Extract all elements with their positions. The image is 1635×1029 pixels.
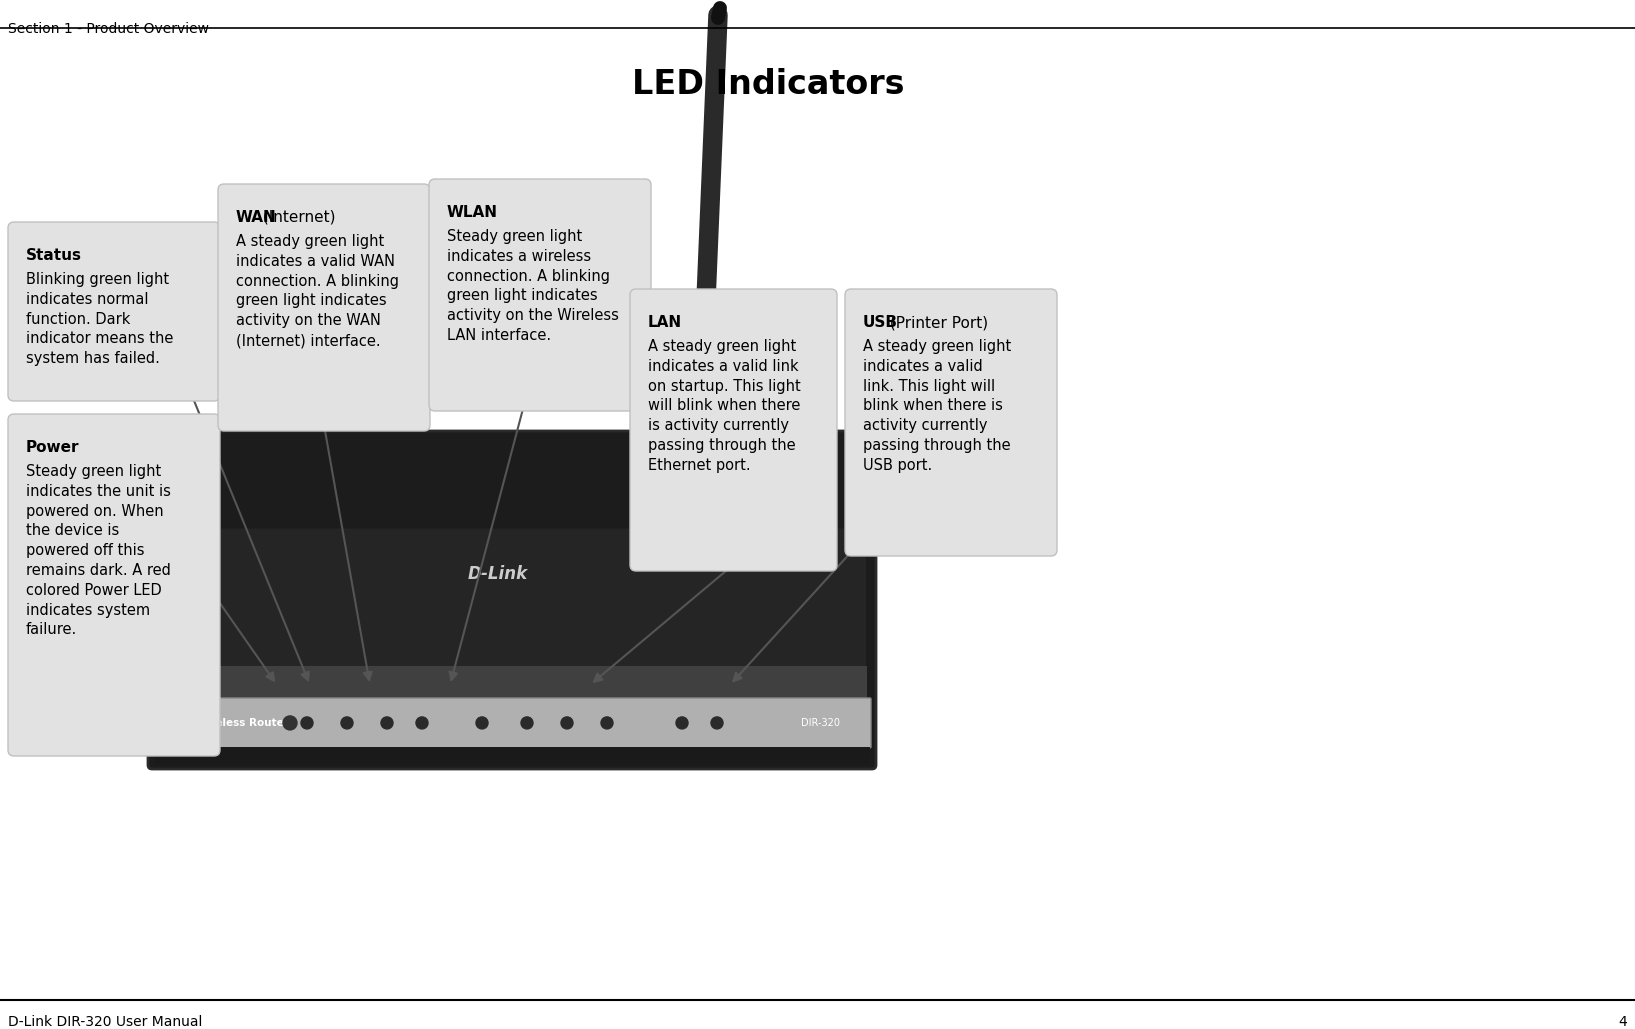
Circle shape (675, 717, 688, 729)
Text: (Printer Port): (Printer Port) (885, 315, 988, 330)
Text: Blinking green light
indicates normal
function. Dark
indicator means the
system : Blinking green light indicates normal fu… (26, 272, 173, 366)
Circle shape (711, 717, 723, 729)
Text: A steady green light
indicates a valid link
on startup. This light
will blink wh: A steady green light indicates a valid l… (647, 339, 801, 472)
Text: USB: USB (863, 315, 898, 330)
Circle shape (561, 717, 572, 729)
Circle shape (602, 717, 613, 729)
Circle shape (381, 717, 392, 729)
FancyBboxPatch shape (154, 698, 871, 748)
FancyBboxPatch shape (845, 289, 1056, 556)
FancyBboxPatch shape (8, 414, 221, 756)
Text: (Internet): (Internet) (258, 210, 335, 225)
Text: Steady green light
indicates a wireless
connection. A blinking
green light indic: Steady green light indicates a wireless … (446, 229, 620, 343)
Text: Steady green light
indicates the unit is
powered on. When
the device is
powered : Steady green light indicates the unit is… (26, 464, 172, 637)
Circle shape (301, 717, 312, 729)
Text: LAN: LAN (647, 315, 682, 330)
Circle shape (283, 716, 298, 730)
FancyBboxPatch shape (428, 179, 651, 411)
Text: WLAN: WLAN (446, 205, 499, 220)
Text: Section 1 - Product Overview: Section 1 - Product Overview (8, 22, 209, 36)
FancyBboxPatch shape (159, 529, 867, 747)
Bar (154, 747, 870, 765)
Circle shape (522, 717, 533, 729)
FancyBboxPatch shape (629, 289, 837, 571)
Text: A steady green light
indicates a valid
link. This light will
blink when there is: A steady green light indicates a valid l… (863, 339, 1012, 472)
Text: 4: 4 (1619, 1015, 1627, 1029)
Circle shape (476, 717, 487, 729)
FancyBboxPatch shape (149, 431, 876, 769)
Bar (157, 666, 867, 699)
FancyBboxPatch shape (8, 222, 221, 401)
Text: LED Indicators: LED Indicators (633, 68, 904, 101)
FancyBboxPatch shape (217, 184, 430, 431)
Text: D-Link: D-Link (468, 565, 528, 582)
Circle shape (415, 717, 428, 729)
Circle shape (342, 717, 353, 729)
Text: A steady green light
indicates a valid WAN
connection. A blinking
green light in: A steady green light indicates a valid W… (235, 234, 399, 348)
Text: Status: Status (26, 248, 82, 263)
Text: DIR-320: DIR-320 (801, 718, 839, 728)
Text: Power: Power (26, 440, 80, 455)
Text: Wireless Router: Wireless Router (195, 718, 289, 728)
Text: D-Link DIR-320 User Manual: D-Link DIR-320 User Manual (8, 1015, 203, 1029)
Text: WAN: WAN (235, 210, 276, 225)
